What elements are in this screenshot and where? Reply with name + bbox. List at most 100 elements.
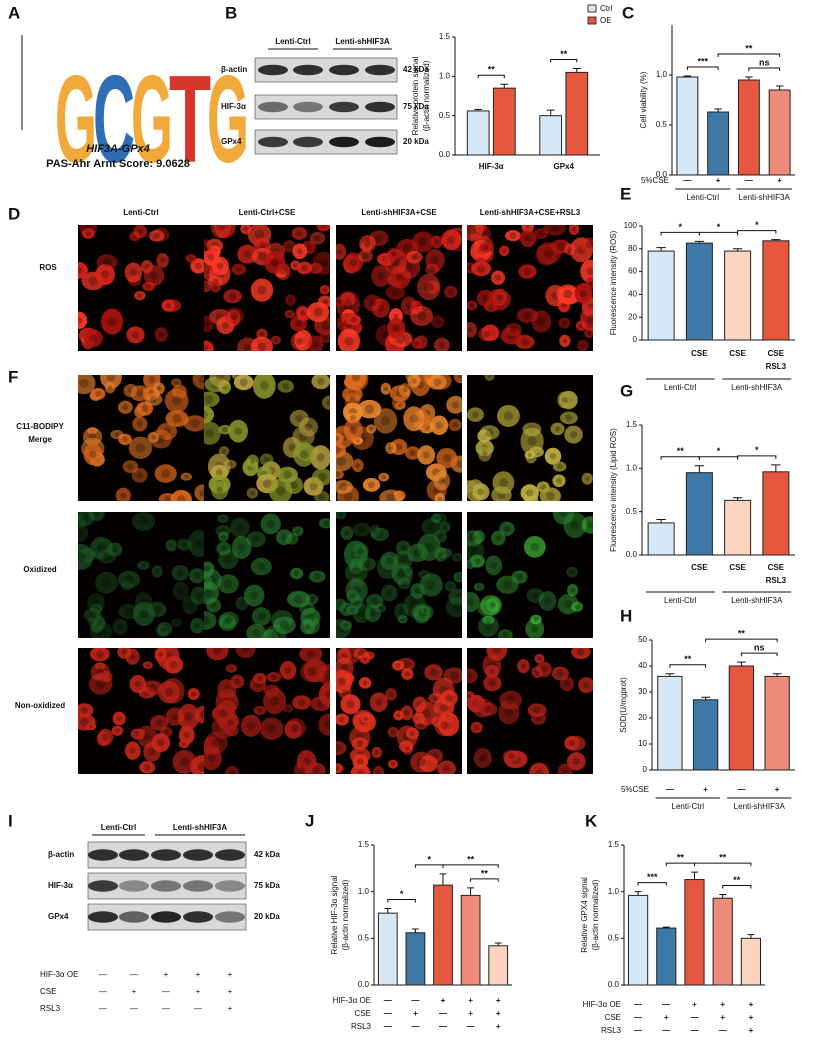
nucleus [490,562,498,569]
nucleus [502,632,509,638]
cell [277,379,294,393]
cell [343,418,363,442]
nucleus [224,619,232,627]
nucleus [411,378,417,384]
cell [210,225,232,239]
nucleus [402,387,408,393]
nucleus [438,551,444,557]
cell [139,761,156,774]
nucleus [395,662,401,668]
cell [157,621,173,637]
cell [470,721,483,734]
cell [479,425,500,440]
cell [504,323,522,337]
error-bar [772,673,782,677]
significance-label: * [678,222,682,232]
blot-band [329,136,359,148]
nucleus [368,481,375,489]
nucleus [580,343,586,348]
cell [490,270,506,285]
cell [279,660,297,680]
bar [656,927,677,986]
cell [451,553,462,562]
nucleus [476,584,482,589]
nucleus [163,729,169,735]
cell [366,594,384,609]
y-tick-label: 0.5 [608,933,620,942]
nucleus [474,725,480,730]
nucleus [530,542,540,552]
nucleus [283,470,292,479]
panel-letter: C [622,3,634,22]
nucleus [556,463,563,470]
nucleus [161,626,168,633]
bar [685,472,713,556]
significance-bracket [387,898,416,903]
nucleus [524,234,532,242]
nucleus [122,404,129,411]
y-tick-label: 0.5 [626,507,638,516]
x-row-cell: — [384,1022,392,1031]
nucleus [316,453,325,462]
nucleus [583,681,590,689]
significance-label: ** [684,654,692,664]
nucleus [369,426,374,431]
nucleus [336,765,340,772]
nucleus [304,423,313,431]
cell [218,615,237,632]
nucleus [345,296,351,303]
cell [424,664,443,681]
cell [83,608,102,622]
condition-sign: — [194,1004,202,1013]
y-tick-label: 1.5 [439,32,451,41]
cell [339,620,353,630]
nucleus [418,237,428,247]
nucleus [85,231,91,237]
significance-bracket [722,884,752,889]
bar [377,912,398,986]
nucleus [235,266,242,273]
nucleus [295,320,302,327]
nucleus [221,449,227,454]
nucleus [111,546,118,553]
bar [692,699,719,771]
nucleus [221,321,230,329]
nucleus [468,534,477,543]
cell [165,539,177,552]
nucleus [210,602,217,609]
nucleus [570,587,575,593]
nucleus [442,453,451,463]
cell [453,375,462,384]
significance-label: * [717,222,721,232]
cell [552,512,574,525]
nucleus [377,304,385,312]
cell [419,606,431,615]
cell [161,299,176,312]
nucleus [364,240,371,248]
nucleus [312,341,319,348]
nucleus [311,766,320,774]
cell [204,340,214,351]
nucleus [323,670,330,679]
cell [373,765,384,774]
nucleus [293,263,298,268]
cell [219,611,239,629]
cell [411,337,423,350]
nucleus [164,687,174,697]
nucleus [169,660,178,669]
nucleus [398,608,404,615]
blot-band [88,880,118,892]
nucleus [423,608,428,613]
cell [223,289,242,304]
error-bar [656,518,666,523]
significance-label: ns [754,642,765,652]
nucleus [405,568,411,573]
y-tick-label: 40 [638,661,647,670]
x-row-cell: + [496,996,501,1005]
nucleus [304,623,311,630]
cell [525,618,545,638]
significance-bracket [669,664,707,668]
blot-row-label: β-actin [221,65,247,74]
nucleus [243,343,252,351]
nucleus [350,316,357,323]
